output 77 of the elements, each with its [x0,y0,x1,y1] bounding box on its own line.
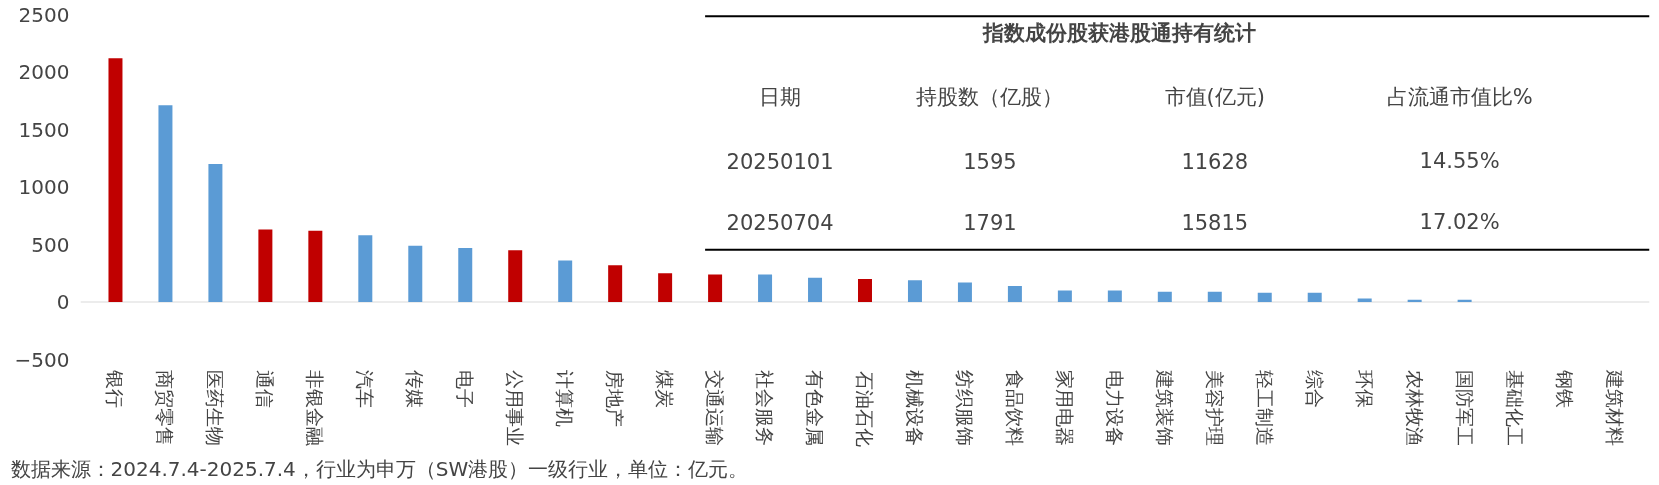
annotation: 占流通市值比% [1386,85,1533,110]
bar [608,265,623,302]
x-tick-label: 非银金融 [304,370,327,447]
annotation: 市值(亿元) [1164,85,1265,110]
bar [508,250,523,302]
bar [907,280,922,302]
x-tick-label: 建筑材料 [1603,369,1626,447]
x-tick-label: 房地产 [604,370,627,428]
bar [458,247,473,302]
x-tick-label: 农林牧渔 [1403,370,1426,447]
x-tick-label: 国防军工 [1453,370,1476,447]
y-tick-label: 1000 [18,175,70,199]
bar [1307,292,1322,302]
bar [758,274,773,302]
annotation: 日期 [759,85,802,110]
annotation: 14.55% [1419,149,1500,174]
x-tick-label: 公用事业 [504,370,527,447]
annotation: 1595 [963,150,1017,175]
bar [1107,290,1122,302]
y-tick-label: 500 [31,232,70,257]
x-tick-label: 轻工制造 [1253,370,1276,447]
x-tick-label: 银行 [104,369,127,409]
x-tick-label: 石油石化 [854,370,876,447]
y-tick-label: 1500 [18,117,70,142]
x-tick-label: 家用电器 [1053,370,1076,447]
x-tick-label: 商贸零售 [154,370,177,447]
bar [208,164,223,302]
x-tick-label: 食品饮料 [1003,370,1026,447]
x-tick-label: 交通运输 [704,370,727,447]
annotation: 持股数（亿股） [916,85,1064,110]
bar [1007,285,1022,302]
x-tick-label: 煤炭 [654,370,677,409]
bar [1207,291,1222,302]
x-tick-label: 汽车 [354,370,377,409]
bar [808,277,823,302]
bar [1157,291,1172,302]
y-tick-label: 2500 [18,2,70,27]
bar [308,230,323,302]
bar [358,235,373,302]
text: 指数成份股获港股通持有统计 [982,21,1257,46]
x-tick-label: 有色金属 [804,370,827,447]
x-tick-label: 计算机 [554,370,577,428]
source-note: 数据来源：2024.7.4-2025.7.4，行业为申万（SW港股）一级行业，单位：亿元。 [10,456,749,481]
bar [957,282,972,302]
y-tick-label: 2000 [18,60,70,84]
bar [1057,290,1072,302]
bar [1257,292,1272,302]
annotation: 11628 [1181,150,1249,175]
x-tick-label: 电子 [454,370,477,409]
annotation: 1791 [963,210,1017,235]
x-tick-label: 建筑装饰 [1153,369,1176,447]
y-tick-label: −500 [14,347,70,372]
x-tick-label: 基础化工 [1503,370,1526,447]
bar [708,274,723,302]
bar [658,273,673,302]
bar [558,260,573,302]
x-tick-label: 钢铁 [1553,369,1576,409]
x-tick-label: 美容护理 [1203,370,1226,447]
bar [858,279,872,302]
x-tick-label: 医药生物 [204,370,227,447]
x-tick-label: 电力设备 [1103,370,1126,447]
bar [108,58,123,302]
x-tick-label: 环保 [1353,370,1376,409]
x-tick-label: 通信 [254,370,277,409]
annotation: 17.02% [1419,209,1500,234]
x-tick-label: 纺织服饰 [953,370,976,447]
y-tick-label: 0 [56,290,70,314]
annotation: 15815 [1181,210,1249,235]
annotation: 20250704 [726,210,834,235]
x-tick-label: 传媒 [404,370,427,409]
bar [408,245,423,302]
x-tick-label: 综合 [1303,370,1326,409]
bar [158,105,173,302]
annotation: 20250101 [726,150,834,175]
x-tick-label: 机械设备 [903,370,926,447]
x-tick-label: 社会服务 [754,370,777,447]
bar [258,229,273,302]
